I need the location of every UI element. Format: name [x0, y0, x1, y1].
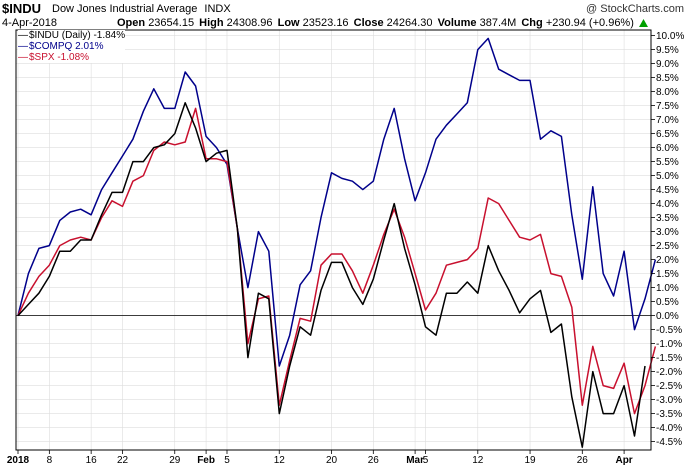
- y-tick-label: 2.0%: [656, 255, 679, 266]
- y-tick-label: 7.5%: [656, 101, 679, 112]
- open-label: Open: [117, 17, 146, 29]
- grid: [16, 30, 651, 450]
- x-tick-label: 12: [274, 455, 286, 466]
- y-axis: 10.0% 9.5% 9.0% 8.5% 8.0% 7.5% 7.0% 6.5% 6.0% 5.5…: [651, 31, 684, 448]
- y-tick-label: 1.5%: [656, 269, 679, 280]
- quote-stats: Open 23654.15 High 24308.96 Low 23523.16…: [117, 17, 648, 29]
- y-tick-label: 1.0%: [656, 283, 679, 294]
- x-tick-label: 29: [169, 455, 181, 466]
- x-tick-label: 22: [117, 455, 129, 466]
- y-tick-label: 5.5%: [656, 157, 679, 168]
- x-tick-label: 20: [326, 455, 338, 466]
- volume-value: 387.4M: [479, 17, 517, 29]
- y-tick-label: -2.0%: [656, 367, 682, 378]
- y-tick-label: -1.0%: [656, 339, 682, 350]
- legend-label-compq: $COMPQ 2.01%: [29, 41, 104, 52]
- high-value: 24308.96: [226, 17, 273, 29]
- x-tick-label: Apr: [615, 455, 632, 466]
- series-line-compq: [17, 37, 657, 367]
- y-tick-label: -4.0%: [656, 423, 682, 434]
- close-value: 24264.30: [386, 17, 433, 29]
- series-line-spx: [17, 107, 657, 415]
- x-tick-label: 16: [86, 455, 98, 466]
- series-lines: [17, 37, 657, 448]
- x-tick-label: Mar: [406, 455, 424, 466]
- legend-item-compq: —$COMPQ 2.01%: [18, 41, 125, 52]
- index-name: Dow Jones Industrial Average INDX: [52, 3, 231, 15]
- chg-value: +230.94 (+0.96%): [545, 17, 634, 29]
- low-value: 23523.16: [302, 17, 349, 29]
- x-tick-label: 19: [524, 455, 536, 466]
- y-tick-label: 0.5%: [656, 297, 679, 308]
- y-tick-label: 6.5%: [656, 129, 679, 140]
- open-value: 23654.15: [148, 17, 195, 29]
- y-tick-label: -2.5%: [656, 381, 682, 392]
- chg-label: Chg: [521, 17, 543, 29]
- legend: —$INDU (Daily) -1.84% —$COMPQ 2.01% —$SP…: [18, 30, 126, 63]
- legend-line-icon: —: [18, 41, 28, 52]
- index-full-name: Dow Jones Industrial Average: [52, 3, 198, 15]
- y-tick-label: -3.5%: [656, 409, 682, 420]
- x-tick-label: 2018: [7, 455, 30, 466]
- y-tick-label: 7.0%: [656, 115, 679, 126]
- y-tick-label: 9.0%: [656, 59, 679, 70]
- low-label: Low: [277, 17, 300, 29]
- legend-line-icon: —: [18, 52, 28, 63]
- y-tick-label: -3.0%: [656, 395, 682, 406]
- series-line-indu: [17, 102, 646, 448]
- legend-label-spx: $SPX -1.08%: [29, 52, 90, 63]
- index-exchange: INDX: [204, 3, 231, 15]
- y-tick-label: 10.0%: [656, 31, 684, 42]
- y-tick-label: 5.0%: [656, 171, 679, 182]
- legend-label-indu: $INDU (Daily) -1.84%: [29, 30, 126, 41]
- x-tick-label: 12: [472, 455, 484, 466]
- y-tick-label: 4.5%: [656, 185, 679, 196]
- y-tick-label: 2.5%: [656, 241, 679, 252]
- x-tick-label: 5: [423, 455, 429, 466]
- close-label: Close: [353, 17, 384, 29]
- y-tick-label: -1.5%: [656, 353, 682, 364]
- y-tick-label: 8.5%: [656, 73, 679, 84]
- quote-date: 4-Apr-2018: [2, 17, 58, 29]
- watermark: @ StockCharts.com: [586, 3, 684, 15]
- y-tick-label: 8.0%: [656, 87, 679, 98]
- y-tick-label: 4.0%: [656, 199, 679, 210]
- x-tick-label: 26: [368, 455, 380, 466]
- x-tick-label: 5: [224, 455, 230, 466]
- y-tick-label: 9.5%: [656, 45, 679, 56]
- volume-label: Volume: [437, 17, 477, 29]
- x-tick-label: Feb: [197, 455, 215, 466]
- legend-item-spx: —$SPX -1.08%: [18, 52, 125, 63]
- y-tick-label: 0.0%: [656, 311, 679, 322]
- legend-line-icon: —: [18, 30, 28, 41]
- y-tick-label: 6.0%: [656, 143, 679, 154]
- plot-frame: [15, 29, 652, 451]
- x-tick-label: 8: [47, 455, 53, 466]
- x-tick-label: 26: [577, 455, 589, 466]
- up-triangle-icon: [638, 19, 648, 27]
- symbol-title: $INDU: [2, 1, 42, 16]
- y-tick-label: 3.0%: [656, 227, 679, 238]
- y-tick-label: -4.5%: [656, 437, 682, 448]
- legend-item-indu: —$INDU (Daily) -1.84%: [18, 30, 125, 41]
- y-tick-label: 3.5%: [656, 213, 679, 224]
- y-tick-label: -0.5%: [656, 325, 682, 336]
- high-label: High: [199, 17, 224, 29]
